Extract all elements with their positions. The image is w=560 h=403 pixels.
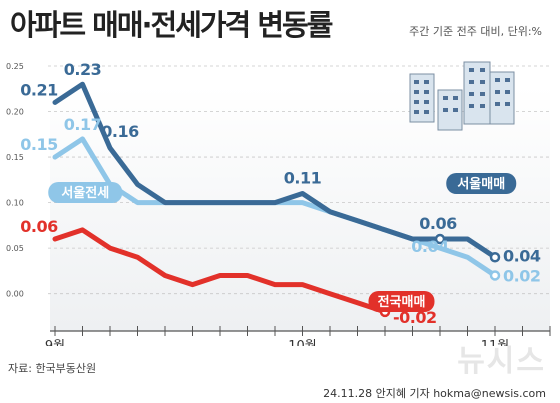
line-chart: 0.250.200.150.100.050.00 9월10월11월4주 0.21… [6,60,551,346]
header: 아파트 매매·전세가격 변동률 주간 기준 전주 대비, 단위:% [0,0,560,46]
series-name-seoul-sale-bg [446,173,517,194]
x-tick-label: 9월 [45,339,65,346]
y-tick-label: 0.00 [6,290,24,299]
y-tick-label: 0.20 [6,108,24,117]
series-end-marker [489,270,501,281]
y-tick-label: 0.25 [6,62,24,71]
building-icon [409,61,515,131]
source-note: 자료: 한국부동산원 [8,362,97,375]
data-label: 0.04 [503,246,541,265]
series-name-seoul-sale: 서울매매 [457,176,505,192]
data-label: -0.02 [393,308,437,327]
y-tick-label: 0.05 [6,244,24,253]
series-line-0 [52,81,498,260]
series-marker [434,233,446,245]
y-tick-label: 0.15 [6,153,24,162]
data-label: 0.02 [503,266,540,285]
chart-title: 아파트 매매·전세가격 변동률 [10,8,333,42]
x-tick-label: 10월 [288,339,317,346]
data-label: 0.17 [64,115,101,134]
x-tick-label: 11월 [481,339,510,346]
series-name-national-sale: 전국매매 [378,294,426,310]
plot-background [50,86,550,331]
data-label: 0.21 [20,80,58,99]
series-name-seoul-jeonse: 서울전세 [61,185,109,201]
data-label: 0.16 [101,122,139,141]
data-label: 0.11 [284,169,322,188]
data-label: 0.06 [20,217,58,236]
series-name-seoul-jeonse-bg [48,182,123,203]
series-end-marker [489,252,501,263]
data-label: 0.04 [411,237,449,256]
watermark: 뉴시스 [457,344,546,379]
series-name-national-sale-bg [368,291,435,312]
data-label: 0.06 [419,214,457,233]
x-axis-ticks: 9월10월11월4주 [45,326,551,346]
credit-footer: 24.11.28 안지혜 기자 hokma@newsis.com [323,387,546,400]
y-axis-tick-labels: 0.25 0.20 0.15 0.10 0.05 0.00 [6,62,24,299]
chart-subtitle: 주간 기준 전주 대비, 단위:% [409,25,542,38]
data-label: 0.23 [64,60,101,79]
y-tick-label: 0.10 [6,199,24,208]
data-label: 0.15 [20,135,58,154]
series-line-2 [52,227,388,315]
series-lines: 0.210.230.160.110.060.040.150.170.040.02… [20,60,541,327]
